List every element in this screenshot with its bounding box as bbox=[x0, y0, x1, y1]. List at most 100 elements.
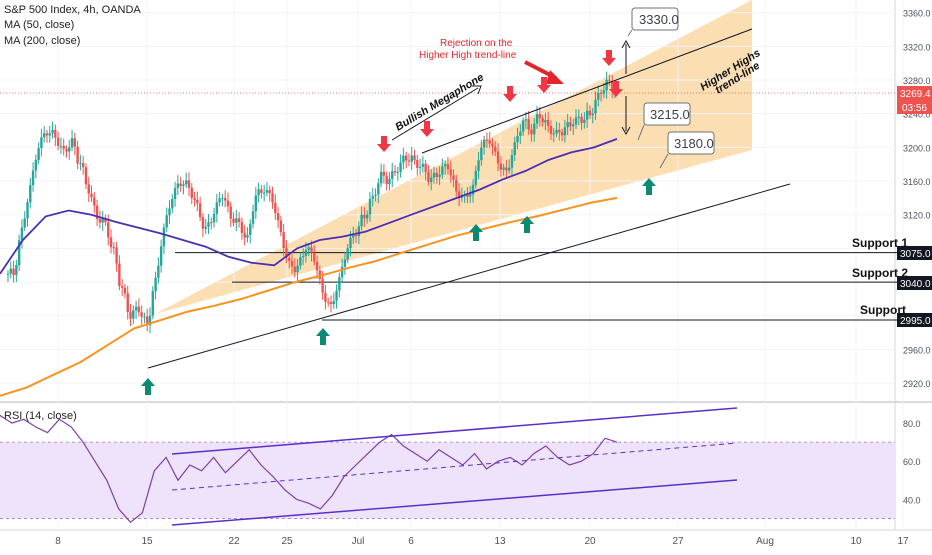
candle-body bbox=[324, 292, 327, 302]
countdown-badge: 03:56 bbox=[897, 100, 932, 114]
candle-body bbox=[254, 195, 258, 212]
candle-body bbox=[54, 129, 57, 138]
candle-body bbox=[332, 300, 335, 305]
candle-body bbox=[193, 197, 196, 200]
candle-body bbox=[70, 138, 74, 148]
candle-body bbox=[129, 312, 132, 319]
candle-body bbox=[360, 214, 363, 227]
candle-body bbox=[516, 135, 519, 143]
candle-body bbox=[335, 290, 338, 301]
candle-body bbox=[488, 140, 491, 144]
support-2-label: Support 2 bbox=[852, 266, 908, 280]
time-tick-label: 10 bbox=[850, 536, 862, 547]
candle-body bbox=[310, 247, 313, 254]
time-tick-label: 22 bbox=[228, 536, 240, 547]
candle-body bbox=[232, 218, 235, 223]
candle-body bbox=[251, 211, 255, 224]
price-tick-label: 2960.0 bbox=[903, 345, 931, 355]
candle-body bbox=[594, 99, 597, 114]
candle-body bbox=[168, 208, 171, 216]
candle-body bbox=[443, 164, 447, 167]
candle-body bbox=[285, 248, 288, 258]
target-box-upper: 3330.0 bbox=[631, 7, 679, 31]
candle-body bbox=[45, 133, 49, 136]
rejection-note-line2: Higher High trend-line bbox=[419, 50, 517, 61]
candle-body bbox=[602, 90, 606, 94]
price-tick-label: 3120.0 bbox=[903, 211, 931, 221]
candle-body bbox=[109, 237, 113, 248]
megaphone-direction-arrowhead bbox=[472, 85, 482, 95]
candle-body bbox=[87, 184, 90, 194]
candle-body bbox=[198, 203, 202, 218]
candle-body bbox=[223, 198, 227, 201]
target-low-connector bbox=[659, 153, 669, 169]
candle-body bbox=[157, 265, 160, 278]
candle-body bbox=[243, 232, 246, 238]
rsi-channel-lower bbox=[171, 479, 738, 526]
candle-body bbox=[68, 147, 71, 152]
candle-body bbox=[260, 189, 263, 193]
candle-body bbox=[229, 206, 232, 219]
candle-body bbox=[340, 266, 344, 278]
rsi-line bbox=[0, 414, 618, 524]
candle-body bbox=[262, 192, 266, 194]
candle-body bbox=[393, 171, 397, 173]
candle-body bbox=[146, 316, 149, 326]
candle-body bbox=[338, 277, 341, 291]
candle-body bbox=[176, 183, 180, 189]
candle-body bbox=[93, 197, 96, 206]
candle-body bbox=[237, 218, 241, 222]
candle-body bbox=[418, 166, 422, 168]
candle-body bbox=[207, 222, 210, 227]
time-tick-label: Jul bbox=[352, 536, 365, 547]
candle-body bbox=[494, 146, 497, 152]
candle-body bbox=[154, 277, 157, 292]
candle-body bbox=[17, 240, 21, 266]
support-1-price: 3075.0 bbox=[900, 249, 931, 260]
candle-body bbox=[282, 232, 285, 249]
time-tick-label: 17 bbox=[897, 536, 909, 547]
candle-body bbox=[544, 120, 547, 123]
rsi-layer bbox=[0, 407, 895, 526]
candle-body bbox=[410, 155, 413, 162]
candle-body bbox=[112, 247, 116, 249]
up-arrow-icon bbox=[316, 328, 330, 345]
candle-body bbox=[185, 180, 188, 185]
candle-body bbox=[118, 263, 121, 287]
candle-body bbox=[90, 193, 93, 198]
candle-body bbox=[399, 162, 402, 172]
target-upper-connector bbox=[627, 29, 633, 37]
support-3-label: Support bbox=[860, 303, 906, 317]
candle-body bbox=[293, 266, 296, 273]
candle-body bbox=[313, 253, 316, 262]
candle-body bbox=[315, 261, 319, 271]
candle-body bbox=[588, 110, 592, 116]
candle-body bbox=[165, 215, 168, 228]
candle-body bbox=[104, 218, 107, 223]
candle-body bbox=[126, 293, 129, 313]
candle-body bbox=[290, 260, 294, 267]
candle-body bbox=[62, 145, 65, 149]
candle-body bbox=[499, 163, 503, 170]
candle-body bbox=[296, 265, 299, 273]
rejection-note-line1: Rejection on the bbox=[440, 38, 513, 49]
target-mid-connector bbox=[637, 124, 645, 141]
candle-body bbox=[307, 247, 310, 250]
candle-body bbox=[329, 302, 333, 305]
candle-body bbox=[81, 163, 85, 168]
candle-body bbox=[221, 198, 224, 200]
candle-body bbox=[26, 202, 29, 219]
trendline-layer bbox=[147, 28, 791, 369]
candle-body bbox=[279, 220, 283, 233]
candle-body bbox=[299, 257, 302, 266]
up-arrow-icon bbox=[469, 224, 483, 241]
higher-highs-trendline bbox=[421, 28, 753, 154]
candle-body bbox=[196, 199, 199, 204]
candle-body bbox=[388, 178, 391, 185]
candle-body bbox=[566, 122, 569, 128]
candle-body bbox=[507, 167, 511, 171]
candle-body bbox=[452, 175, 455, 180]
price-tick-label: 3200.0 bbox=[903, 143, 931, 153]
